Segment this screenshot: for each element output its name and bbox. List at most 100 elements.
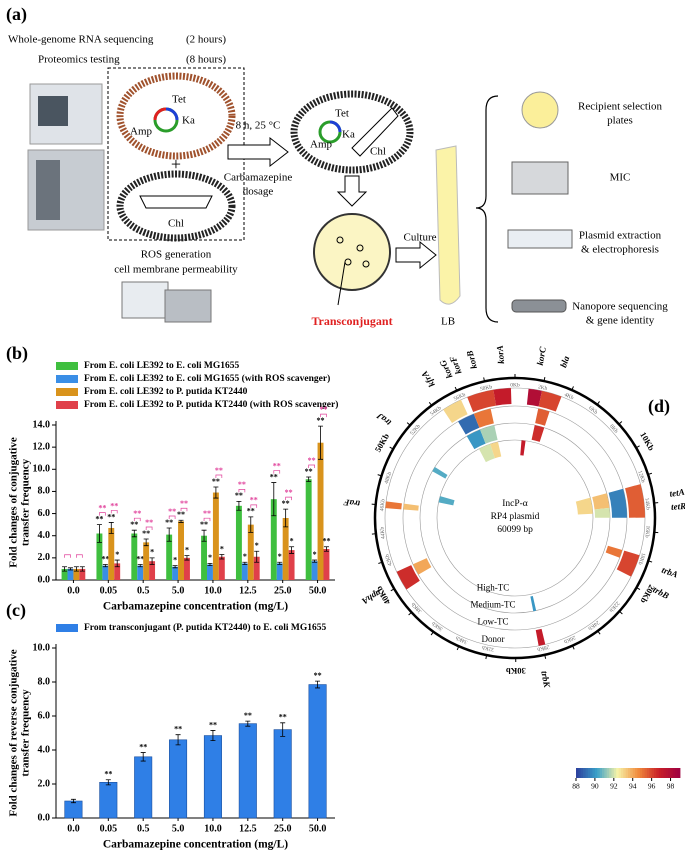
brace xyxy=(475,95,499,323)
heat-cell xyxy=(625,484,645,518)
ring-tick xyxy=(571,386,574,391)
gene-label: Ka xyxy=(342,129,355,141)
colony xyxy=(336,236,344,244)
bar xyxy=(134,756,153,819)
significance: ** xyxy=(200,520,208,529)
ring-tick-label: 0Kb xyxy=(510,382,520,388)
colorbar-cell xyxy=(668,768,671,778)
colorbar-cell xyxy=(620,768,624,778)
significance: ** xyxy=(95,514,103,523)
error-bar xyxy=(102,564,108,568)
significance: * xyxy=(115,550,119,559)
caption: Nanopore sequencing xyxy=(572,301,668,313)
bar xyxy=(238,723,257,819)
significance: ** xyxy=(270,472,278,481)
error-bar xyxy=(105,779,111,786)
bar xyxy=(247,524,254,580)
colorbar-cell xyxy=(628,768,631,778)
track-ring xyxy=(384,387,646,649)
ring-tick-label: 30Kb xyxy=(506,666,526,676)
bar xyxy=(143,542,150,580)
comparison-label: ** xyxy=(203,509,211,518)
bar xyxy=(212,492,219,580)
colorbar-cell xyxy=(677,768,681,778)
y-axis-label: transfer frequency xyxy=(20,458,32,546)
comparison-bracket xyxy=(168,515,176,519)
colorbar-cell xyxy=(632,768,636,778)
gene-label: bla xyxy=(558,354,571,369)
bar xyxy=(305,479,312,580)
heat-cell xyxy=(535,408,550,426)
error-bar xyxy=(289,546,295,554)
x-tick-label: 5.0 xyxy=(172,823,185,834)
ring-tick xyxy=(377,474,382,477)
significance: ** xyxy=(136,554,144,563)
legend-label: From E. coli LE392 to E. coli MG1655 (wi… xyxy=(84,373,330,384)
significance: ** xyxy=(174,725,182,734)
comparison-bracket xyxy=(308,464,315,469)
colorbar-cell xyxy=(625,768,629,778)
x-tick-label: 10.0 xyxy=(204,823,222,834)
bar xyxy=(64,800,83,819)
ring-tick-label: 32Kb xyxy=(481,644,494,652)
heat-cell xyxy=(403,503,419,511)
comparison-bracket xyxy=(110,510,118,514)
ring-tick xyxy=(572,645,575,650)
gel-icon xyxy=(507,229,573,249)
error-bar xyxy=(175,734,181,746)
ring-tick xyxy=(636,587,641,591)
bar xyxy=(183,557,190,580)
plasmid-chl xyxy=(139,195,213,209)
center-label: IncP-α xyxy=(502,499,528,509)
x-tick-label: 25.0 xyxy=(274,585,292,596)
track-label: Low-TC xyxy=(478,617,509,627)
caption: cell membrane permeability xyxy=(114,264,238,276)
comparison-label: ** xyxy=(285,488,293,497)
significance: ** xyxy=(247,507,255,516)
heat-cell xyxy=(466,429,486,450)
comparison-label: ** xyxy=(110,501,118,510)
significance: ** xyxy=(212,477,220,486)
error-bar xyxy=(70,798,76,804)
center-label: 60099 bp xyxy=(497,525,533,535)
gene-label: Amp xyxy=(130,126,153,138)
ring-tick-label: 56Kb xyxy=(453,392,467,403)
ring-tick xyxy=(635,445,640,449)
y-tick-label: 14.0 xyxy=(33,419,51,430)
bar xyxy=(276,563,283,580)
x-tick-label: 12.5 xyxy=(239,823,257,834)
x-tick-label: 12.5 xyxy=(239,585,257,596)
significance: ** xyxy=(282,499,290,508)
ring-tick-label: 18Kb xyxy=(637,552,647,566)
colorbar-cell xyxy=(602,768,605,778)
colony xyxy=(362,260,370,268)
bar xyxy=(235,505,242,580)
heat-cell xyxy=(480,425,498,444)
comparison-label: ** xyxy=(308,456,316,465)
significance: ** xyxy=(142,529,150,538)
heat-cell xyxy=(520,440,526,456)
error-bar xyxy=(108,522,114,534)
gene-label: traJ xyxy=(375,411,393,428)
bar xyxy=(311,561,318,580)
error-bar xyxy=(96,524,102,543)
legend-swatch xyxy=(56,624,78,632)
error-bar xyxy=(283,508,289,528)
error-bar xyxy=(219,554,225,560)
pointer xyxy=(337,261,346,306)
ring-tick-label: 28Kb xyxy=(536,643,549,652)
y-tick-label: 10.0 xyxy=(33,642,51,653)
bar xyxy=(207,564,213,580)
cell xyxy=(116,170,236,242)
comparison-label: ** xyxy=(145,518,153,527)
instrument xyxy=(38,96,68,126)
colony xyxy=(356,244,364,252)
ring-tick xyxy=(406,422,411,426)
colorbar-cell xyxy=(616,768,619,778)
gene-label: Ka xyxy=(182,115,195,127)
y-tick-label: 8.0 xyxy=(38,486,51,497)
plasmid xyxy=(153,107,167,121)
bar xyxy=(270,499,277,580)
ring-tick xyxy=(408,611,412,616)
